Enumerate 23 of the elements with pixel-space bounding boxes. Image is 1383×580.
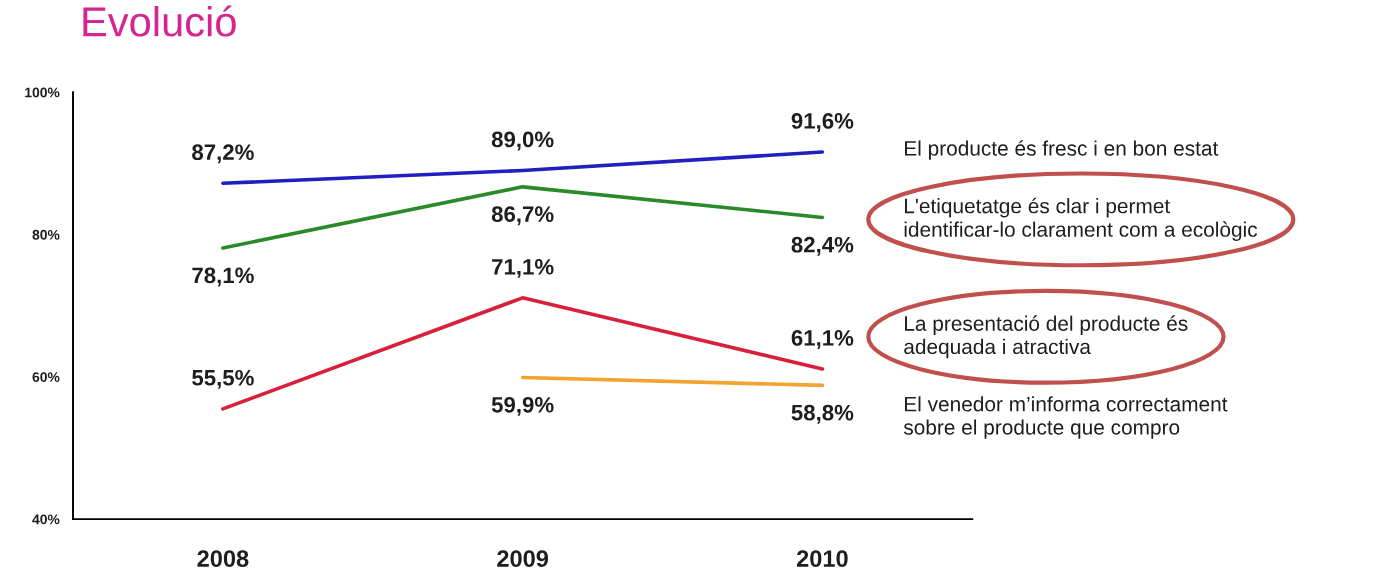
- y-tick-label: 60%: [32, 372, 60, 382]
- x-tick-label: 2010: [796, 550, 848, 567]
- data-label: 58,8%: [791, 404, 854, 424]
- y-tick-label: 40%: [32, 514, 60, 525]
- data-label: 82,4%: [791, 236, 854, 256]
- data-label: 87,2%: [192, 144, 254, 164]
- chart-title: Evolució: [83, 5, 236, 37]
- text: El producte és fresc i en bon estat: [905, 140, 1219, 160]
- data-label: 61,1%: [791, 330, 854, 349]
- data-label: 59,9%: [491, 396, 554, 416]
- text: La presentació del producte és adequada i atractiva: [904, 315, 1188, 359]
- data-label: 55,5%: [192, 369, 254, 389]
- y-tick-label: 80%: [32, 229, 60, 240]
- data-label: 71,1%: [492, 258, 554, 278]
- y-tick-label: 100%: [25, 87, 60, 98]
- data-label: 86,7%: [491, 206, 554, 226]
- x-tick-label: 2009: [497, 550, 549, 567]
- text: L'etiquetatge és clar i permet identificar-lo clarament com a ecològic: [904, 197, 1258, 241]
- data-label: 78,1%: [192, 267, 254, 287]
- text: El venedor m’informa correctament sobre el producte que compro: [903, 396, 1228, 439]
- x-tick-label: 2008: [197, 550, 249, 567]
- data-label: 89,0%: [491, 131, 554, 151]
- data-label: 91,6%: [791, 113, 854, 132]
